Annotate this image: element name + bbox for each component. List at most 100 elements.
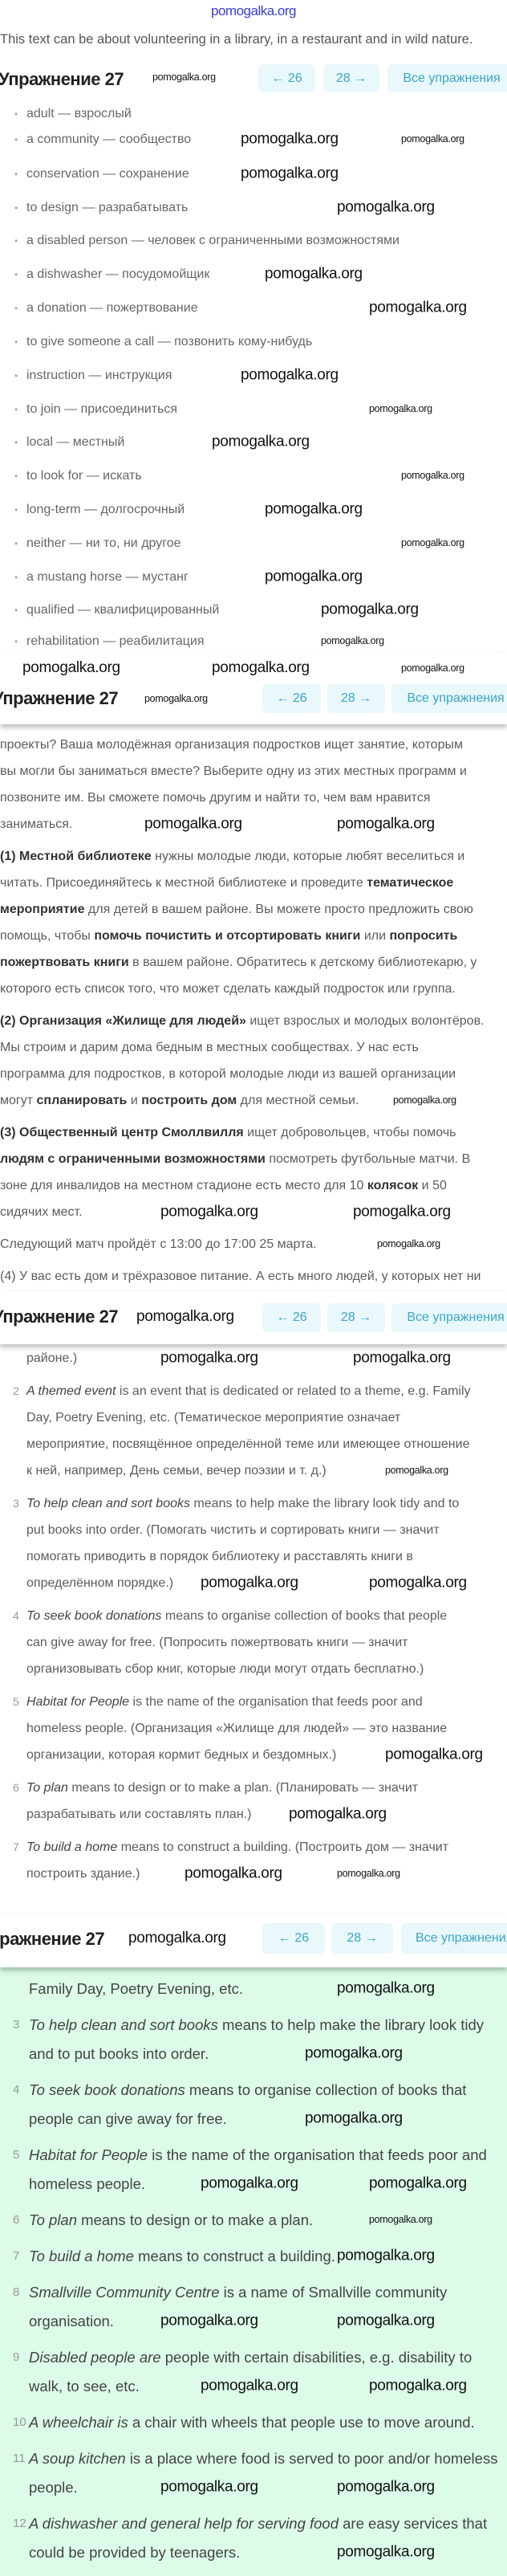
prev-exercise-button[interactable]: ← 26 — [258, 64, 315, 92]
italic-term: To plan — [29, 2211, 78, 2228]
text-segment: читать. Присоединяйтесь к местной библио… — [0, 876, 367, 890]
exercise-header: Упражнение 27 ← 26 28 → Все упражнения p… — [0, 652, 507, 724]
all-exercises-button[interactable]: Все упражнения — [391, 1303, 507, 1332]
text-line: A soup kitchen is a place where food is … — [29, 2444, 507, 2473]
text-line: районе.) pomogalka.org pomogalka.org — [26, 1345, 507, 1372]
bullet-icon: • — [14, 235, 18, 247]
watermark: pomogalka.org — [160, 1203, 258, 1221]
prev-exercise-button[interactable]: ← 26 — [262, 1923, 325, 1954]
text-line: Disabled people are people with certain … — [29, 2343, 507, 2372]
vocab-item: • conservation — сохранение pomogalka.org — [14, 165, 507, 183]
next-exercise-button[interactable]: 28 → — [323, 64, 379, 92]
watermark: pomogalka.org — [201, 1574, 298, 1592]
watermark: pomogalka.org — [393, 1094, 456, 1106]
text-line: To plan means to design or to make a pla… — [29, 2206, 507, 2235]
bold-text: колясок — [367, 1179, 419, 1192]
bold-text: помочь почистить и отсортировать книги — [94, 929, 361, 943]
vocab-item: • local — местный pomogalka.org — [14, 434, 507, 451]
text-line: To help clean and sort books means to he… — [29, 2011, 507, 2040]
exercise-title: Упражнение 27 — [0, 69, 124, 89]
text-line: Habitat for People is the name of the or… — [29, 2141, 507, 2170]
bullet-icon: • — [14, 134, 18, 145]
text-segment: put books into order. (Помогать чистить … — [26, 1523, 440, 1537]
text-segment: walk, to see, etc. — [29, 2378, 140, 2395]
text-line: организации, которая кормит бедных и без… — [26, 1742, 507, 1768]
text-line: Day, Poetry Evening, etc. (Тематическое … — [26, 1404, 507, 1431]
text-segment: means to design or to make a plan. (План… — [67, 1781, 419, 1795]
text-line: To build a home means to construct a bui… — [26, 1834, 507, 1861]
italic-term: To seek book donations — [26, 1609, 162, 1623]
vocab-item: • a dishwasher — посудомойщик pomogalka.or… — [14, 266, 507, 283]
vocab-text: a dishwasher — посудомойщик — [26, 267, 210, 281]
numbered-item: 4 To seek book donations means to organis… — [0, 1603, 507, 1682]
text-segment: и 50 — [418, 1179, 447, 1192]
text-segment: homeless people. (Организация «Жилище дл… — [26, 1722, 448, 1735]
watermark: pomogalka.org — [265, 500, 363, 518]
next-exercise-button[interactable]: 28 → — [327, 684, 385, 713]
text-line: к ней, например, День семьи, вечер поэзи… — [26, 1457, 507, 1484]
watermark: pomogalka.org — [401, 537, 464, 549]
bullet-icon: • — [14, 437, 18, 448]
watermark: pomogalka.org — [369, 2214, 432, 2226]
vocab-text: to give someone a call — позвонить кому-… — [26, 335, 313, 348]
item-number: 4 — [13, 2083, 20, 2097]
all-exercises-button[interactable]: Все упражнения — [387, 64, 507, 92]
numbered-item: 7 To build a home means to construct a bu… — [0, 2242, 507, 2271]
all-exercises-button[interactable]: Все упражнения — [401, 1923, 507, 1954]
watermark: pomogalka.org — [241, 165, 339, 182]
text-line: (1) Местной библиотеке нужны молодые люд… — [0, 843, 507, 870]
text-segment: Мы строим и дарим дома бедным в местных … — [0, 1041, 419, 1054]
vocab-text: a community — сообщество — [26, 132, 192, 146]
text-line: A wheelchair is a chair with wheels that… — [29, 2408, 507, 2437]
item-number: 8 — [13, 2285, 20, 2299]
item-number: 6 — [13, 2213, 20, 2227]
text-line: Family Day, Poetry Evening, etc. pomogalk… — [29, 1975, 507, 2003]
exercise-header: Упражнение 27 ← 26 28 → Все упражнения p… — [0, 56, 507, 103]
vocab-text: conservation — сохранение — [26, 167, 189, 181]
text-segment: is an event that is dedicated or related… — [116, 1384, 471, 1398]
watermark: pomogalka.org — [160, 2478, 258, 2496]
italic-term: To seek book donations — [29, 2081, 185, 2098]
vocab-text: adult — взрослый — [26, 107, 132, 120]
text-line: people. pomogalka.org pomogalka.org — [29, 2473, 507, 2502]
next-exercise-button[interactable]: 28 → — [331, 1923, 393, 1954]
bold-text: построить дом — [141, 1094, 237, 1107]
bullet-icon: • — [14, 404, 18, 415]
text-segment: people with certain disabilities, e.g. d… — [160, 2349, 473, 2366]
watermark: pomogalka.org — [337, 1867, 400, 1879]
text-segment: Day, Poetry Evening, etc. (Тематическое … — [26, 1411, 401, 1425]
item-number: 11 — [13, 2452, 26, 2465]
prev-exercise-button[interactable]: ← 26 — [262, 1303, 321, 1332]
text-line: could be provided by teenagers. pomogalka… — [29, 2538, 507, 2567]
text-line: people can give away for free. pomogalka.… — [29, 2105, 507, 2134]
bold-text: (3) Общественный центр Смоллвилля — [0, 1126, 244, 1139]
text-segment: ищет взрослых и молодых волонтёров. — [245, 1014, 485, 1028]
text-line: A themed event is an event that is dedic… — [26, 1378, 507, 1404]
bullet-icon: • — [14, 169, 18, 180]
bold-text: (2) Организация «Жилище для людей» — [0, 1014, 246, 1028]
vocab-text: a disabled person — человек с ограниченн… — [26, 234, 400, 247]
translation-text: проекты? Ваша молодёжная организация под… — [0, 732, 507, 1291]
prev-exercise-button[interactable]: ← 26 — [262, 684, 321, 713]
text-segment: вы могли бы заниматься вместе? Выберите … — [0, 764, 467, 778]
italic-term: A soup kitchen — [29, 2450, 126, 2467]
item-number: 2 — [13, 1384, 19, 1397]
watermark: pomogalka.org — [337, 2312, 435, 2329]
all-exercises-button[interactable]: Все упражнения — [391, 684, 507, 713]
vocab-text: qualified — квалифицированный — [26, 603, 220, 617]
numbered-item: 3 To help clean and sort books means to h… — [0, 1490, 507, 1596]
text-segment: разрабатывать или составлять план.) — [26, 1808, 252, 1821]
watermark: pomogalka.org — [401, 662, 464, 674]
next-exercise-button[interactable]: 28 → — [327, 1303, 385, 1332]
text-segment: means to construct a building. — [133, 2248, 335, 2264]
text-segment: районе.) — [26, 1351, 78, 1365]
paragraph: (1) Местной библиотеке нужны молодые люд… — [0, 843, 507, 1002]
watermark: pomogalka.org — [353, 1203, 451, 1221]
text-segment: построить здание.) — [26, 1867, 140, 1881]
text-line: могут спланировать и построить дом для м… — [0, 1087, 507, 1114]
text-line: проекты? Ваша молодёжная организация под… — [0, 732, 507, 758]
item-number: 3 — [13, 2018, 20, 2032]
text-segment: is the name of the organisation that fee… — [148, 2146, 487, 2163]
bold-text: (1) Местной библиотеке — [0, 850, 152, 863]
watermark: pomogalka.org — [212, 433, 310, 450]
